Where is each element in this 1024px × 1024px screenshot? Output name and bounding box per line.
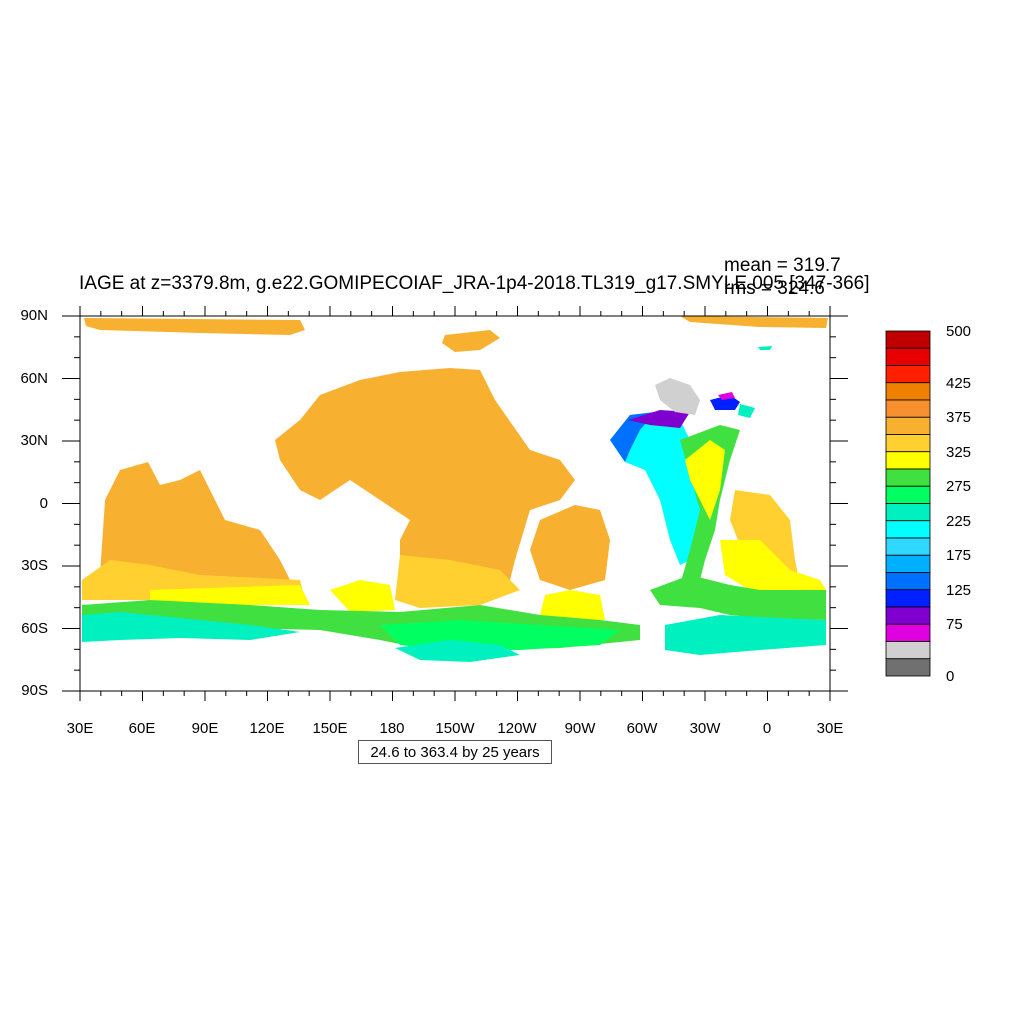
colorbar-swatch: [885, 399, 931, 418]
atlantic-yellow: [685, 440, 725, 520]
southern-ocean-cyan: [395, 640, 520, 662]
lon-label: 30E: [66, 720, 94, 737]
colorbar-swatch: [885, 503, 931, 522]
colorbar-swatch: [885, 641, 931, 660]
arctic-region: [680, 316, 828, 328]
lon-label: 90E: [191, 720, 219, 737]
nordic-blue: [710, 395, 740, 410]
lon-label: 180: [379, 720, 405, 737]
colorbar-label: 175: [946, 547, 972, 564]
lon-label: 120E: [249, 720, 285, 737]
atlantic-purple: [628, 410, 690, 428]
colorbar-swatch: [885, 537, 931, 556]
rms-stat: rms = 324.6: [724, 278, 825, 299]
colorbar-swatch: [885, 485, 931, 504]
lon-label: 60E: [128, 720, 156, 737]
map-plot: [80, 316, 830, 691]
southern-ocean-teal-east: [665, 615, 826, 655]
atlantic-yellow-east: [720, 540, 826, 595]
nordic-teal: [738, 404, 755, 418]
atlantic-south: [650, 575, 826, 620]
pacific-yellow: [330, 580, 395, 612]
lat-label: 60N: [20, 370, 48, 387]
colorbar-swatch: [885, 365, 931, 384]
colorbar: [885, 330, 931, 677]
lat-label: 0: [39, 495, 48, 512]
lat-label: 30N: [20, 432, 48, 449]
colorbar-label: 325: [946, 444, 972, 461]
lon-label: 150E: [312, 720, 348, 737]
colorbar-swatch: [885, 572, 931, 591]
arctic-region: [442, 330, 500, 352]
colorbar-swatch: [885, 606, 931, 625]
colorbar-swatch: [885, 434, 931, 453]
colorbar-label: 75: [946, 616, 963, 633]
indian-ocean-band: [150, 585, 310, 605]
lon-label: 30W: [689, 720, 721, 737]
contour-info-box: 24.6 to 363.4 by 25 years: [358, 740, 552, 764]
mean-stat: mean = 319.7: [724, 255, 841, 276]
colorbar-swatch: [885, 589, 931, 608]
map-ticks: [62, 306, 848, 701]
colorbar-swatch: [885, 416, 931, 435]
colorbar-swatch: [885, 382, 931, 401]
colorbar-swatch: [885, 468, 931, 487]
arctic-bits: [758, 346, 772, 350]
lon-label: 30E: [816, 720, 844, 737]
lat-label: 30S: [21, 557, 48, 574]
nordic-magenta: [718, 392, 735, 400]
colorbar-label: 0: [946, 668, 955, 685]
nordic-gray: [655, 378, 700, 415]
lat-label: 90S: [21, 682, 48, 699]
indian-ocean: [100, 462, 290, 590]
colorbar-swatch: [885, 520, 931, 539]
colorbar-label: 500: [946, 323, 972, 340]
lat-label: 60S: [21, 620, 48, 637]
pacific-ocean: [275, 368, 575, 590]
plot-title: IAGE at z=3379.8m, g.e22.GOMIPECOIAF_JRA…: [79, 273, 870, 294]
lon-label: 120W: [497, 720, 537, 737]
colorbar-label: 425: [946, 375, 972, 392]
arctic-region: [84, 318, 305, 335]
colorbar-swatch: [885, 658, 931, 677]
south-pacific: [530, 505, 610, 590]
colorbar-swatch: [885, 623, 931, 642]
colorbar-swatch: [885, 347, 931, 366]
colorbar-swatch: [885, 330, 931, 349]
colorbar-label: 225: [946, 513, 972, 530]
pacific-yellow: [395, 555, 520, 608]
colorbar-label: 275: [946, 478, 972, 495]
colorbar-swatch: [885, 554, 931, 573]
pacific-yellow: [540, 590, 605, 622]
colorbar-swatch: [885, 451, 931, 470]
atlantic-blue: [610, 412, 655, 462]
lon-label: 60W: [626, 720, 658, 737]
lat-label: 90N: [20, 307, 48, 324]
colorbar-label: 125: [946, 582, 972, 599]
lon-label: 90W: [564, 720, 596, 737]
lon-label: 0: [762, 720, 772, 737]
lon-label: 150W: [435, 720, 475, 737]
southern-ocean-teal: [82, 612, 300, 642]
colorbar-label: 375: [946, 409, 972, 426]
